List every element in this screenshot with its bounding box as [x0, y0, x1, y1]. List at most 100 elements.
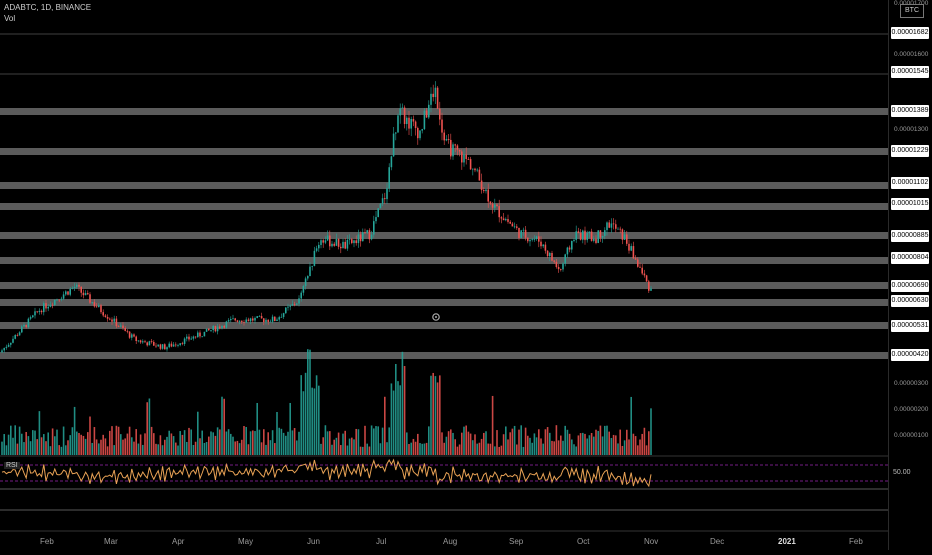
candle-body [40, 310, 43, 313]
candle-body [531, 239, 533, 240]
candle-body [397, 115, 399, 133]
candle-body [27, 318, 30, 328]
candle-body [450, 139, 452, 157]
time-label: Mar [104, 537, 118, 546]
volume-bar [612, 434, 615, 455]
candle-body [95, 306, 98, 308]
volume-bar [485, 431, 487, 455]
candle-body [148, 341, 151, 346]
candle-body [106, 317, 109, 319]
volume-bar [38, 411, 41, 455]
price-tick: 0.00001600 [894, 51, 929, 58]
candle-body [586, 233, 588, 241]
candle-body [483, 190, 485, 192]
time-label: Aug [443, 537, 458, 546]
candle-body [575, 231, 577, 240]
candle-body [133, 334, 135, 337]
volume-bar [148, 398, 151, 455]
support-band [0, 182, 888, 189]
candle-body [535, 236, 538, 239]
volume-bar [14, 425, 16, 455]
volume-bar [208, 436, 210, 455]
candle-body [604, 230, 606, 237]
candle-body [487, 189, 489, 202]
volume-bar [36, 439, 38, 455]
price-chart-svg[interactable] [0, 0, 888, 550]
volume-bar [194, 441, 197, 455]
volume-bar [637, 445, 639, 455]
volume-bar [428, 426, 430, 455]
volume-bar [362, 446, 364, 455]
candle-body [566, 247, 569, 255]
volume-bar [599, 425, 602, 455]
volume-bar [223, 398, 225, 455]
candle-body [212, 326, 214, 330]
candle-body [432, 93, 434, 98]
candlestick-series [1, 81, 652, 353]
volume-bar [168, 430, 170, 455]
volume-bar [500, 445, 503, 455]
volume-bar [111, 426, 113, 455]
candle-body [104, 315, 107, 318]
volume-bar [25, 432, 27, 455]
volume-bar [1, 441, 3, 455]
candle-body [230, 319, 232, 321]
volume-label[interactable]: Vol [4, 14, 16, 23]
volume-bar [441, 432, 443, 455]
volume-bar [280, 428, 283, 455]
volume-bar [159, 435, 162, 455]
volume-bar [520, 425, 522, 455]
price-tick: 0.00001300 [894, 126, 929, 133]
candle-body [124, 327, 126, 331]
candle-body [377, 208, 379, 218]
candle-body [472, 168, 474, 170]
candle-body [494, 204, 496, 208]
volume-bar [175, 442, 177, 455]
volume-bar [230, 433, 232, 455]
rsi-label[interactable]: RSI [4, 462, 20, 469]
candle-body [447, 139, 450, 140]
settings-gear-icon[interactable] [431, 309, 441, 321]
volume-bar [544, 429, 547, 455]
volume-bar [71, 427, 74, 455]
candle-body [25, 324, 27, 328]
volume-bar [260, 442, 263, 455]
candle-body [214, 326, 217, 332]
candle-body [232, 318, 234, 320]
volume-bar [524, 427, 527, 455]
candle-body [443, 132, 445, 141]
candle-body [280, 316, 283, 318]
volume-bar [555, 425, 558, 455]
candle-body [401, 107, 404, 109]
candle-body [254, 317, 256, 321]
volume-bar [177, 445, 179, 455]
time-label: 2021 [778, 537, 796, 546]
volume-bar [445, 436, 448, 455]
currency-badge[interactable]: BTC [900, 4, 924, 18]
volume-bar [78, 433, 80, 455]
time-label: Jul [376, 537, 387, 546]
candle-body [357, 234, 360, 244]
rsi-pane [0, 455, 888, 532]
candle-body [146, 342, 148, 346]
price-scale[interactable]: 0.00001700 BTC 0.00001600 0.00001300 0.0… [888, 0, 932, 550]
symbol-title[interactable]: ADABTC, 1D, BINANCE [4, 3, 92, 12]
candle-body [573, 239, 575, 241]
candle-body [395, 132, 397, 134]
candle-body [500, 217, 503, 219]
candle-body [421, 129, 423, 131]
candle-body [403, 107, 406, 125]
volume-bar [529, 437, 531, 455]
volume-bar [608, 431, 610, 455]
volume-bar [432, 372, 434, 455]
candle-body [205, 328, 208, 332]
chart-area[interactable]: ADABTC, 1D, BINANCE Vol RSI Feb Mar Apr … [0, 0, 888, 550]
volume-bar [623, 440, 626, 455]
price-tick: 0.00000300 [894, 380, 929, 387]
volume-bar [80, 434, 82, 455]
candle-body [555, 261, 558, 267]
candle-body [423, 110, 426, 130]
volume-bar [542, 443, 544, 455]
candle-body [428, 104, 430, 118]
candle-body [43, 303, 45, 313]
